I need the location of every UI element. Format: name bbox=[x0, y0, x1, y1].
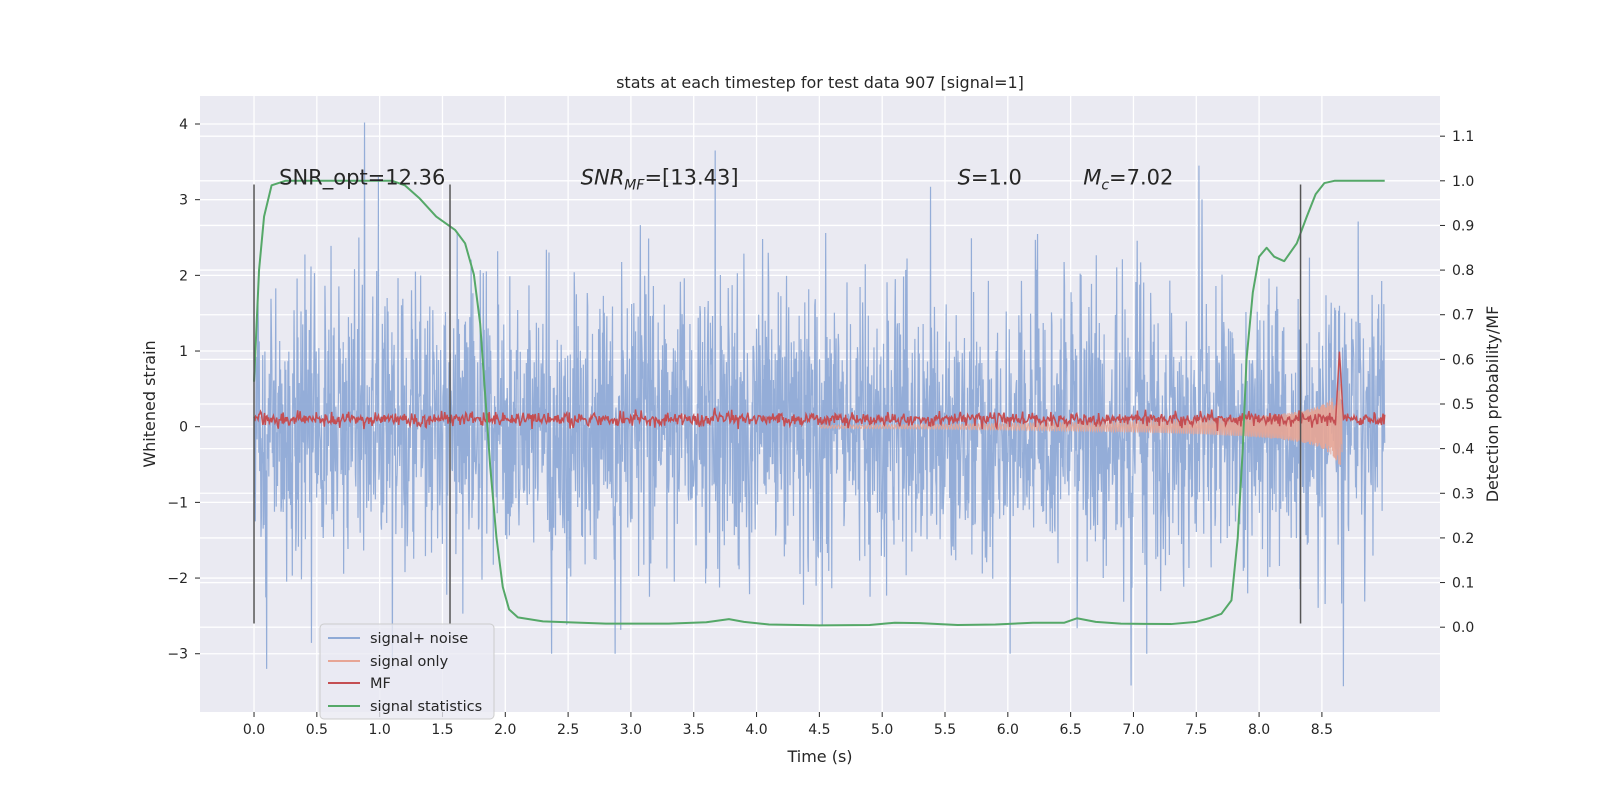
x-tick-label: 1.5 bbox=[431, 722, 453, 738]
y-right-tick-label: 0.1 bbox=[1452, 576, 1474, 592]
annotation-text: S=1.0 bbox=[958, 166, 1022, 190]
x-tick-label: 5.5 bbox=[934, 722, 956, 738]
x-tick-label: 0.0 bbox=[243, 722, 265, 738]
x-tick-label: 6.5 bbox=[1060, 722, 1082, 738]
y-axis-label: Whitened strain bbox=[140, 340, 159, 467]
y-right-tick-label: 0.6 bbox=[1452, 352, 1474, 368]
series-signal-noise-line bbox=[253, 122, 1386, 687]
legend-label-signal-only: signal only bbox=[370, 654, 449, 670]
annotation-text: SNR_opt=12.36 bbox=[279, 166, 445, 191]
chart-title: stats at each timestep for test data 907… bbox=[616, 73, 1024, 92]
y-right-tick-label: 0.3 bbox=[1452, 486, 1474, 502]
x-tick-label: 7.5 bbox=[1185, 722, 1207, 738]
y-tick-label: 0 bbox=[179, 420, 188, 436]
y-right-tick-label: 1.0 bbox=[1452, 174, 1474, 190]
ticks: 0.0 0.5 1.0 1.5 2.0 2.5 3.0 3.5 4.0 4.5 5.0 5.5 6.0 6… bbox=[167, 117, 1474, 738]
x-tick-label: 8.0 bbox=[1248, 722, 1270, 738]
x-tick-label: 3.0 bbox=[620, 722, 642, 738]
legend-label-mf: MF bbox=[370, 676, 391, 692]
x-tick-label: 5.0 bbox=[871, 722, 893, 738]
x-tick-label: 7.0 bbox=[1122, 722, 1144, 738]
y-tick-label: 1 bbox=[179, 344, 188, 360]
series-mf-line bbox=[253, 351, 1386, 431]
series-signal-only-line bbox=[818, 384, 1343, 465]
series-signal-statistics-line bbox=[253, 179, 1385, 627]
y-tick-label: 4 bbox=[179, 117, 188, 133]
x-axis-label: Time (s) bbox=[786, 747, 852, 766]
x-tick-label: 4.0 bbox=[745, 722, 767, 738]
legend-label-signal-noise: signal+ noise bbox=[370, 631, 468, 647]
series-layer bbox=[253, 122, 1386, 687]
x-tick-label: 2.0 bbox=[494, 722, 516, 738]
annotation-text: Mc=7.02 bbox=[1083, 166, 1173, 194]
x-tick-label: 1.0 bbox=[369, 722, 391, 738]
x-tick-label: 6.0 bbox=[997, 722, 1019, 738]
y-tick-label: 2 bbox=[179, 268, 188, 284]
x-tick-label: 4.5 bbox=[808, 722, 830, 738]
x-tick-label: 2.5 bbox=[557, 722, 579, 738]
vertical-markers bbox=[253, 184, 1302, 624]
y-axis-right-label: Detection probability/MF bbox=[1483, 306, 1502, 503]
y-right-tick-label: 0.5 bbox=[1452, 397, 1474, 413]
y-right-tick-label: 1.1 bbox=[1452, 129, 1474, 145]
x-tick-label: 8.5 bbox=[1311, 722, 1333, 738]
legend: signal+ noise signal only MF signal stat… bbox=[319, 623, 495, 720]
y-right-tick-label: 0.4 bbox=[1452, 442, 1474, 458]
y-right-tick-label: 0.2 bbox=[1452, 531, 1474, 547]
y-tick-label: −1 bbox=[167, 495, 188, 511]
x-tick-label: 0.5 bbox=[306, 722, 328, 738]
y-right-tick-label: 0.8 bbox=[1452, 263, 1474, 279]
y-right-tick-label: 0.0 bbox=[1452, 620, 1474, 636]
y-tick-label: −3 bbox=[167, 647, 188, 663]
legend-box bbox=[319, 623, 495, 720]
y-tick-label: 3 bbox=[179, 193, 188, 209]
legend-label-signal-statistics: signal statistics bbox=[370, 699, 482, 715]
annotation-text: SNRMF=[13.43] bbox=[581, 166, 739, 194]
y-tick-label: −2 bbox=[167, 571, 188, 587]
annotations: SNR_opt=12.36 SNRMF=[13.43] S=1.0 Mc=7.02 bbox=[279, 166, 1173, 194]
y-right-tick-label: 0.9 bbox=[1452, 218, 1474, 234]
y-right-tick-label: 0.7 bbox=[1452, 308, 1474, 324]
x-tick-label: 3.5 bbox=[683, 722, 705, 738]
